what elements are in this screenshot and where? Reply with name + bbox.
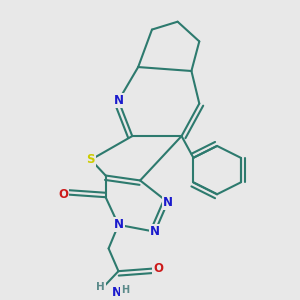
Text: O: O bbox=[58, 188, 68, 201]
Text: H: H bbox=[96, 282, 105, 292]
Text: N: N bbox=[163, 196, 173, 208]
Text: N: N bbox=[113, 218, 123, 231]
Text: N: N bbox=[112, 286, 122, 299]
Text: H: H bbox=[121, 285, 129, 295]
Text: N: N bbox=[150, 225, 160, 238]
Text: O: O bbox=[153, 262, 163, 275]
Text: N: N bbox=[113, 94, 123, 107]
Text: S: S bbox=[87, 153, 95, 166]
